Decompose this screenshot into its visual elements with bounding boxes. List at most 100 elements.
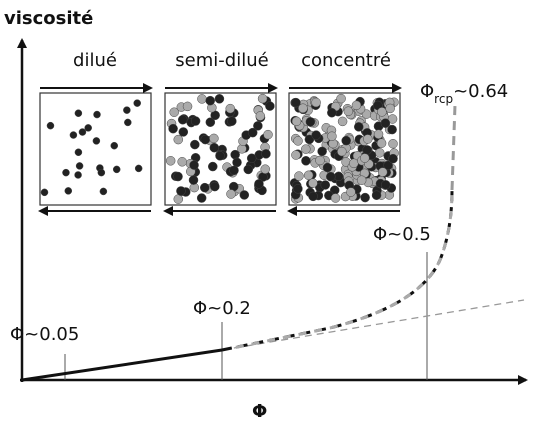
rcp-rest: ~0.64 bbox=[453, 81, 508, 102]
particle bbox=[197, 94, 207, 104]
particle bbox=[173, 171, 183, 182]
marker-label: Φ~0.5 bbox=[373, 224, 431, 245]
regime-label: semi-dilué bbox=[175, 50, 268, 71]
particle bbox=[301, 144, 311, 154]
particle bbox=[177, 114, 188, 125]
particle bbox=[304, 134, 315, 145]
particle bbox=[301, 156, 311, 166]
rcp-symbol: Φ bbox=[420, 81, 434, 102]
particle bbox=[243, 164, 253, 175]
particle bbox=[168, 123, 178, 134]
particle bbox=[298, 103, 308, 114]
regime-label: dilué bbox=[73, 50, 117, 71]
particle bbox=[351, 100, 362, 111]
particle bbox=[356, 175, 367, 185]
particle bbox=[327, 107, 337, 118]
particle bbox=[230, 149, 240, 160]
particle bbox=[209, 133, 219, 144]
particle bbox=[112, 165, 121, 174]
particle bbox=[74, 109, 83, 117]
particle bbox=[210, 181, 220, 192]
particle-box bbox=[39, 92, 152, 206]
particle bbox=[317, 146, 327, 157]
particle bbox=[110, 141, 119, 150]
particle bbox=[177, 157, 187, 167]
particle bbox=[176, 186, 186, 196]
particle bbox=[46, 121, 55, 130]
particle bbox=[308, 191, 318, 202]
particle bbox=[360, 192, 370, 203]
particle bbox=[311, 97, 321, 108]
particle bbox=[354, 122, 364, 132]
particle bbox=[178, 127, 189, 137]
particle bbox=[257, 93, 268, 104]
particle bbox=[336, 93, 346, 104]
particle bbox=[229, 165, 239, 176]
particle bbox=[74, 148, 83, 157]
particle bbox=[215, 151, 225, 161]
particle bbox=[226, 189, 236, 199]
particle bbox=[360, 153, 370, 163]
particle bbox=[377, 107, 387, 117]
particle bbox=[93, 110, 101, 119]
particle bbox=[69, 131, 78, 139]
particle bbox=[387, 114, 398, 124]
y-axis-label: viscosité bbox=[4, 8, 93, 29]
particle bbox=[189, 160, 199, 170]
particle bbox=[173, 134, 184, 145]
particle bbox=[99, 187, 108, 196]
particle bbox=[346, 187, 356, 197]
particle bbox=[383, 160, 393, 171]
particle bbox=[247, 127, 258, 138]
particle bbox=[388, 138, 398, 149]
particle bbox=[373, 129, 384, 139]
particle bbox=[380, 118, 391, 128]
particle bbox=[377, 167, 388, 177]
particle bbox=[311, 130, 321, 140]
particle bbox=[388, 153, 398, 164]
particle bbox=[385, 103, 395, 114]
particle bbox=[362, 145, 372, 155]
particle bbox=[261, 149, 271, 159]
particle bbox=[78, 128, 87, 136]
particle bbox=[205, 117, 216, 127]
particle bbox=[291, 116, 302, 127]
marker-label: Φ~0.2 bbox=[193, 298, 251, 319]
particle bbox=[190, 139, 200, 150]
particle bbox=[343, 106, 354, 116]
particle bbox=[253, 121, 263, 131]
particle bbox=[190, 116, 201, 126]
particle bbox=[291, 150, 301, 160]
particle bbox=[209, 142, 220, 153]
particle bbox=[387, 124, 397, 135]
viscosity-curve bbox=[227, 189, 454, 351]
particle bbox=[260, 164, 270, 174]
particle bbox=[337, 146, 347, 157]
particle bbox=[305, 117, 316, 127]
viscosity-curve bbox=[21, 348, 223, 382]
particle bbox=[326, 171, 336, 182]
particle bbox=[293, 136, 303, 146]
divergence-asymptote bbox=[450, 104, 457, 191]
particle bbox=[133, 99, 141, 107]
particle bbox=[371, 190, 382, 200]
particle bbox=[200, 134, 211, 145]
particle bbox=[196, 193, 207, 203]
particle bbox=[205, 95, 215, 106]
particle bbox=[40, 188, 49, 197]
particle bbox=[322, 162, 333, 173]
particle bbox=[254, 179, 264, 189]
particle bbox=[263, 129, 273, 140]
particle bbox=[92, 137, 101, 145]
particle bbox=[380, 180, 391, 190]
particle bbox=[165, 156, 176, 166]
particle bbox=[374, 148, 385, 158]
particle bbox=[315, 155, 325, 166]
particle bbox=[124, 118, 132, 127]
particle bbox=[255, 111, 266, 121]
particle bbox=[227, 116, 237, 126]
particle bbox=[293, 184, 303, 194]
particle bbox=[75, 162, 84, 170]
particle bbox=[265, 101, 275, 111]
